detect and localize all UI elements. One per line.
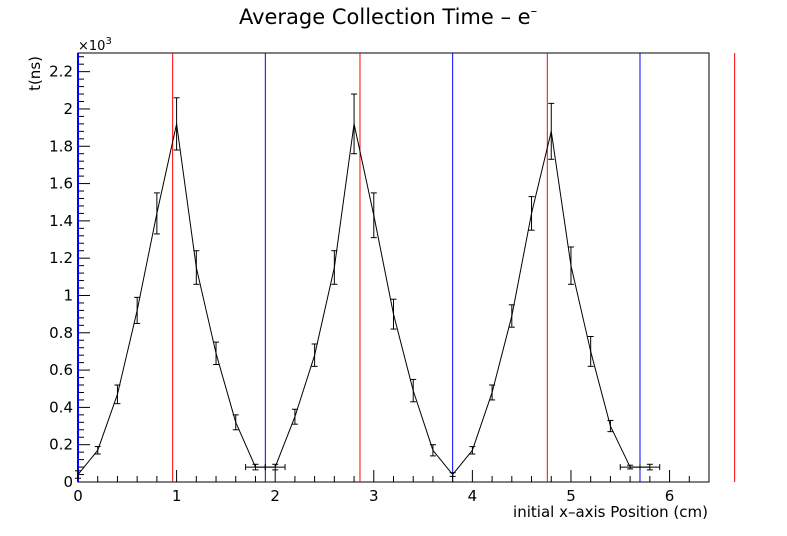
series-segment bbox=[570, 265, 592, 352]
series-segment bbox=[176, 123, 197, 268]
data-point bbox=[94, 446, 101, 455]
y-tick-label: 1.2 bbox=[49, 249, 73, 267]
data-point bbox=[390, 298, 397, 330]
data-point bbox=[607, 419, 614, 433]
series-segment bbox=[294, 355, 316, 417]
data-point bbox=[351, 93, 358, 155]
series-segment bbox=[353, 123, 375, 216]
series-segment bbox=[235, 422, 256, 468]
chart-title: Average Collection Time – e– bbox=[239, 4, 537, 29]
error-bars bbox=[75, 93, 661, 479]
series-segment bbox=[97, 394, 118, 451]
data-point bbox=[508, 304, 515, 328]
y-tick-label: 1.4 bbox=[49, 212, 73, 230]
title-superscript: – bbox=[531, 4, 538, 19]
y-tick-label: 0.8 bbox=[49, 324, 73, 342]
series-segment bbox=[452, 449, 473, 475]
y-tick-label: 0.4 bbox=[49, 398, 73, 416]
series-segment bbox=[412, 390, 434, 451]
data-point bbox=[449, 472, 456, 477]
data-point bbox=[114, 384, 121, 405]
series-segment bbox=[609, 425, 631, 468]
data-point bbox=[311, 343, 318, 367]
data-point bbox=[153, 192, 160, 235]
series-lines bbox=[77, 123, 650, 475]
data-point bbox=[245, 463, 266, 471]
data-point bbox=[469, 446, 476, 455]
data-point bbox=[619, 464, 641, 471]
series-segment bbox=[432, 449, 454, 475]
x-tick-label: 3 bbox=[369, 487, 379, 505]
data-point bbox=[213, 341, 220, 365]
y-axis-label: t(ns) bbox=[26, 56, 44, 91]
series-segment bbox=[550, 131, 572, 266]
series-segment bbox=[274, 416, 296, 468]
series-segment bbox=[116, 310, 138, 395]
data-point bbox=[587, 336, 594, 367]
y-tick-label: 2 bbox=[63, 100, 73, 118]
x-axis-label: initial x–axis Position (cm) bbox=[513, 503, 708, 521]
y-tick-label: 0 bbox=[63, 473, 73, 491]
series-segment bbox=[156, 123, 178, 214]
y-tick-label: 0.6 bbox=[49, 361, 73, 379]
series-segment bbox=[373, 215, 394, 315]
data-point bbox=[370, 192, 377, 239]
x-tick-label: 4 bbox=[468, 487, 478, 505]
series-segment bbox=[136, 213, 158, 311]
y-tick-label: 0.2 bbox=[49, 436, 73, 454]
series-segment bbox=[393, 314, 414, 391]
data-point bbox=[75, 470, 81, 479]
data-point bbox=[528, 196, 535, 231]
y-multiplier-exponent: 3 bbox=[105, 36, 111, 47]
data-point bbox=[291, 408, 298, 425]
y-tick-label: 1.8 bbox=[49, 137, 73, 155]
series-segment bbox=[215, 353, 237, 423]
x-tick-label: 1 bbox=[172, 487, 182, 505]
series-segment bbox=[471, 392, 493, 451]
series-segment bbox=[333, 123, 355, 268]
y-tick-label: 1 bbox=[63, 286, 73, 304]
data-point bbox=[489, 384, 496, 401]
x-tick-label: 2 bbox=[270, 487, 280, 505]
x-tick-label: 6 bbox=[665, 487, 675, 505]
series-segment bbox=[491, 315, 513, 393]
series-segment bbox=[77, 449, 99, 475]
series-segment bbox=[195, 267, 217, 354]
y-multiplier-label: ×103 bbox=[78, 36, 112, 54]
y-tick-labels: 0 0.2 0.4 0.6 0.8 1 1.2 1.4 1.6 1.8 2 2.2 bbox=[49, 63, 73, 491]
data-point bbox=[134, 296, 141, 324]
x-tick-label: 5 bbox=[566, 487, 576, 505]
x-tick-labels: 0 1 2 3 4 5 6 bbox=[73, 487, 674, 505]
data-point bbox=[548, 102, 555, 160]
x-tick-label: 0 bbox=[73, 487, 83, 505]
data-point bbox=[331, 250, 338, 285]
data-point bbox=[193, 250, 200, 285]
series-segment bbox=[590, 351, 611, 427]
data-point bbox=[173, 97, 180, 151]
data-point bbox=[639, 463, 661, 471]
data-point bbox=[232, 414, 239, 431]
y-tick-label: 2.2 bbox=[49, 63, 73, 81]
series-segment bbox=[511, 213, 533, 317]
vertical-lines bbox=[172, 53, 736, 482]
data-point bbox=[567, 246, 574, 285]
series-segment bbox=[314, 267, 335, 356]
data-point bbox=[410, 378, 417, 403]
data-point bbox=[264, 463, 286, 471]
data-point bbox=[429, 444, 436, 457]
y-tick-label: 1.6 bbox=[49, 175, 73, 193]
series-segment bbox=[531, 131, 552, 214]
